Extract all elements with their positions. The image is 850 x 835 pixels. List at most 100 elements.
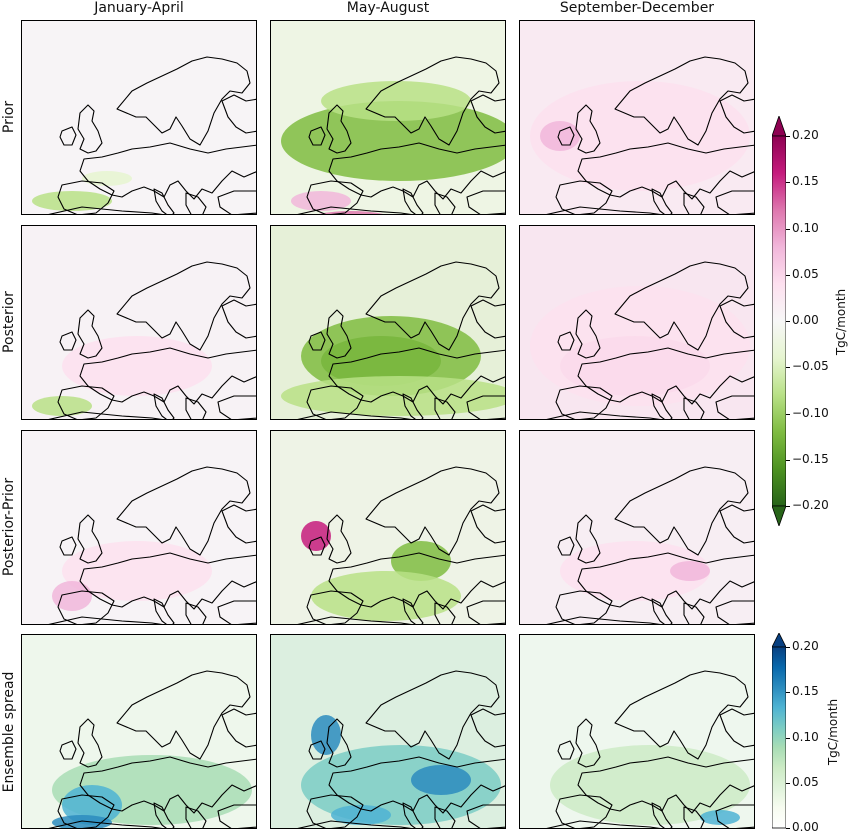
coastline (557, 331, 575, 351)
flux-field (540, 121, 580, 151)
coastline (575, 104, 601, 154)
flux-field (281, 101, 505, 181)
flux-field (52, 581, 92, 611)
coastline (715, 600, 754, 624)
coastline (546, 206, 661, 214)
coastline (79, 756, 256, 814)
coastline (557, 126, 575, 146)
coastline (557, 740, 575, 760)
coastline (306, 180, 364, 214)
coastline (59, 126, 77, 146)
colorbar-extend-top (771, 114, 787, 137)
colorbar-tick-label: −0.10 (792, 405, 829, 420)
diverging-colorbar (771, 114, 787, 528)
map-panel (270, 634, 506, 829)
coastline (434, 192, 456, 214)
colorbar-tick-mark (786, 136, 790, 137)
coastline (221, 94, 256, 134)
coastline (466, 395, 505, 419)
coastline (153, 188, 175, 214)
flux-field (530, 286, 750, 406)
coastline (153, 802, 175, 828)
coastline (221, 708, 256, 748)
coastline (57, 385, 115, 419)
coastline (48, 820, 163, 828)
coastline (326, 104, 352, 154)
colorbar-tick-label: 0.20 (792, 639, 819, 653)
coastline (57, 794, 115, 828)
coastline (715, 804, 754, 828)
map-panel (21, 20, 257, 215)
coastline (719, 299, 754, 339)
coastline (614, 466, 749, 556)
coastline (116, 56, 251, 146)
colorbar-tick-label: 0.00 (792, 820, 819, 834)
colorbar-tick-mark (786, 782, 790, 784)
coastline (402, 393, 424, 419)
flux-field (281, 376, 505, 416)
coastline (651, 802, 673, 828)
colorbar-tick-mark (786, 692, 790, 694)
coastline (116, 261, 251, 351)
colorbar-tick-label: −0.15 (792, 451, 829, 466)
map-panel (519, 20, 755, 215)
colorbar-gradient (771, 646, 787, 829)
coastline (328, 142, 505, 200)
colorbar-tick-mark (786, 737, 790, 739)
coastline (77, 309, 103, 359)
coastline (651, 393, 673, 419)
coastline (326, 514, 352, 564)
coastline (77, 514, 103, 564)
coastline (185, 806, 207, 828)
coastline (719, 94, 754, 134)
coastline (217, 804, 256, 828)
colorbar-tick-mark (786, 459, 790, 461)
colorbar-tick-label: 0.15 (792, 684, 819, 699)
map-svg (32, 56, 256, 214)
diverging-colorbar-svg (771, 114, 787, 528)
coastline (308, 740, 326, 760)
coastline (365, 466, 500, 556)
map-panel (519, 430, 755, 625)
colorbar-extend-top (771, 632, 787, 648)
map-svg (32, 261, 256, 419)
coastline (683, 602, 705, 624)
coastline (79, 142, 256, 200)
colorbar-tick-mark (786, 647, 790, 648)
colorbar-extend-bottom (771, 505, 787, 528)
flux-field (319, 211, 383, 214)
coastline (328, 347, 505, 405)
coastline (297, 616, 412, 624)
map-svg (281, 261, 505, 419)
colorbar-tick-label: 0.00 (792, 313, 819, 327)
coastline (575, 514, 601, 564)
row-title-prior: Prior (1, 100, 17, 134)
coastline (555, 794, 613, 828)
coastline (715, 395, 754, 419)
coastline (577, 552, 754, 610)
coastline (466, 804, 505, 828)
coastline (306, 590, 364, 624)
coastline (59, 331, 77, 351)
colorbar-tick-label: 0.20 (792, 128, 819, 142)
coastline (217, 395, 256, 419)
map-panel (270, 225, 506, 420)
coastline (297, 411, 412, 419)
map-svg (48, 466, 256, 624)
colorbar-tick-mark (786, 506, 790, 507)
coastline (185, 192, 207, 214)
flux-field (331, 805, 391, 825)
flux-field (670, 561, 710, 581)
coastline (308, 126, 326, 146)
coastline (555, 590, 613, 624)
coastline (365, 261, 500, 351)
colorbar-tick-label: 0.15 (792, 174, 819, 189)
coastline (328, 756, 505, 814)
coastline (79, 347, 256, 405)
coastline (48, 616, 163, 624)
coastline (470, 504, 505, 544)
flux-field (301, 745, 501, 825)
coastline (683, 806, 705, 828)
flux-field (550, 745, 750, 825)
colorbar-tick-label: 0.05 (792, 774, 819, 789)
